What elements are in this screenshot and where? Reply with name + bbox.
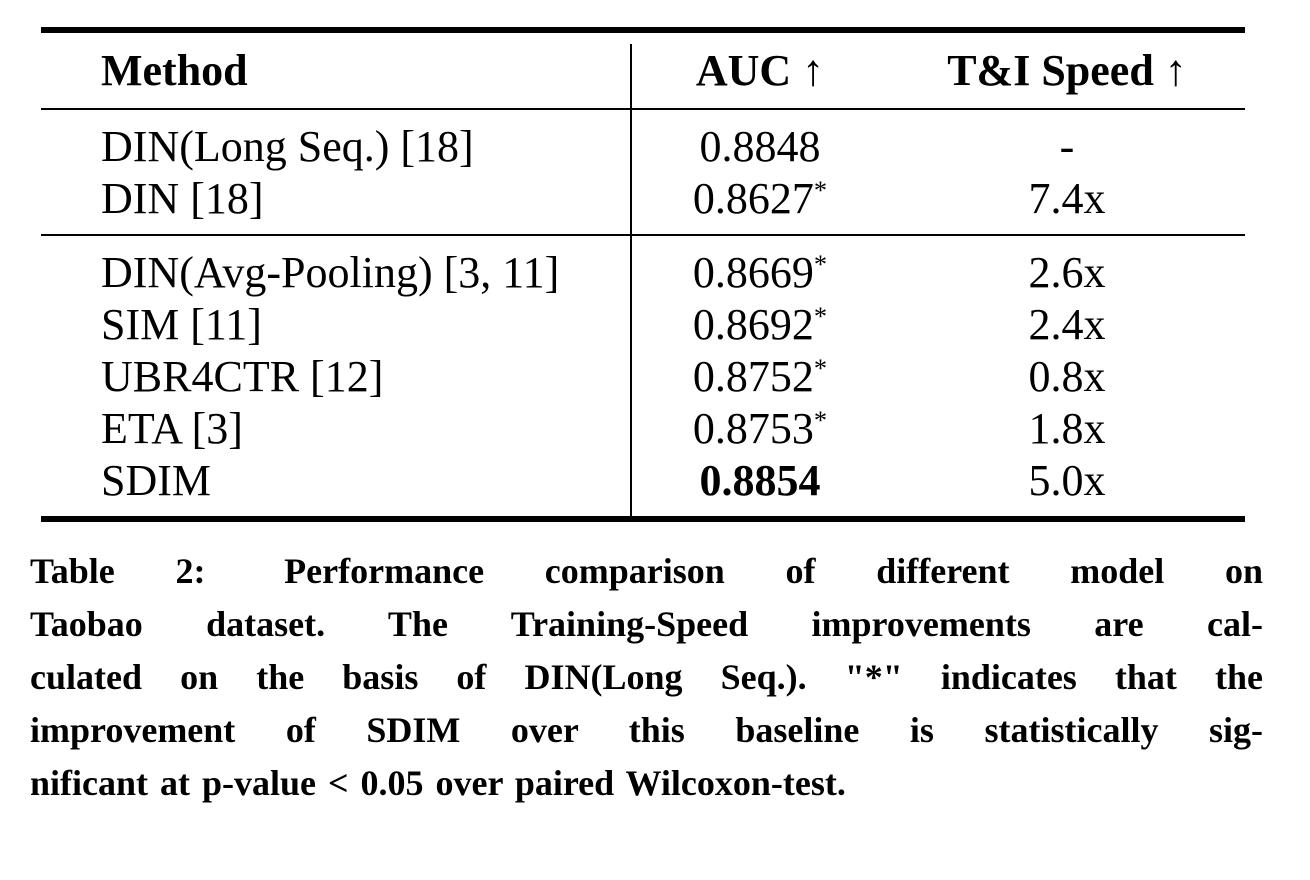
column-divider xyxy=(630,44,632,516)
significance-star: * xyxy=(813,300,828,331)
method-cell: SIM [11] xyxy=(101,299,262,349)
header-speed: T&I Speed ↑ xyxy=(947,46,1187,95)
auc-cell: 0.8848 xyxy=(631,121,889,172)
table-bottom-rule xyxy=(41,516,1245,522)
caption-line: Table 2: Performance comparison of diffe… xyxy=(30,551,1263,591)
table-row: SDIM 0.8854 5.0x xyxy=(41,454,1245,506)
table-row: DIN [18] 0.8627* 7.4x xyxy=(41,172,1245,224)
method-cell: DIN(Avg-Pooling) [3, 11] xyxy=(101,247,560,297)
auc-value: 0.8752 xyxy=(692,351,814,401)
table-row: DIN(Avg-Pooling) [3, 11] 0.8669* 2.6x xyxy=(41,246,1245,298)
speed-cell: - xyxy=(1059,121,1075,171)
method-cell: DIN(Long Seq.) [18] xyxy=(101,121,474,171)
method-cell: SDIM xyxy=(101,455,212,505)
speed-cell: 7.4x xyxy=(1028,173,1106,223)
auc-cell: 0.8692* xyxy=(631,299,889,350)
auc-value: 0.8848 xyxy=(699,121,821,171)
results-table: Method AUC ↑ T&I Speed ↑ DIN(Long Seq.) … xyxy=(41,27,1245,522)
table-row: SIM [11] 0.8692* 2.4x xyxy=(41,298,1245,350)
auc-cell: 0.8627* xyxy=(631,173,889,224)
speed-cell: 2.6x xyxy=(1028,247,1106,297)
significance-star: * xyxy=(813,352,828,383)
table-row: DIN(Long Seq.) [18] 0.8848 - xyxy=(41,120,1245,172)
speed-cell: 5.0x xyxy=(1028,455,1106,505)
auc-value: 0.8753 xyxy=(692,403,814,453)
table-row: UBR4CTR [12] 0.8752* 0.8x xyxy=(41,350,1245,402)
table-top-rule xyxy=(41,27,1245,33)
comparison-group: DIN(Avg-Pooling) [3, 11] 0.8669* 2.6x SI… xyxy=(41,236,1245,516)
caption-line: nificant at p-value < 0.05 over paired W… xyxy=(30,763,846,803)
auc-cell: 0.8752* xyxy=(631,351,889,402)
speed-cell: 2.4x xyxy=(1028,299,1106,349)
mid-rule xyxy=(41,234,1245,236)
auc-value: 0.8669 xyxy=(692,247,814,297)
auc-cell: 0.8854 xyxy=(631,455,889,506)
caption-line: culated on the basis of DIN(Long Seq.). … xyxy=(30,657,1263,697)
baseline-group: DIN(Long Seq.) [18] 0.8848 - DIN [18] 0.… xyxy=(41,110,1245,234)
significance-star: * xyxy=(813,174,828,205)
table-header-row: Method AUC ↑ T&I Speed ↑ xyxy=(41,33,1245,108)
table-caption: Table 2: Performance comparison of diffe… xyxy=(30,545,1263,810)
auc-value-best: 0.8854 xyxy=(699,455,821,505)
auc-value: 0.8627 xyxy=(692,173,814,223)
header-bottom-rule xyxy=(41,108,1245,110)
speed-cell: 0.8x xyxy=(1028,351,1106,401)
table-row: ETA [3] 0.8753* 1.8x xyxy=(41,402,1245,454)
speed-cell: 1.8x xyxy=(1028,403,1106,453)
auc-cell: 0.8669* xyxy=(631,247,889,298)
significance-star: * xyxy=(813,404,828,435)
caption-line: Taobao dataset. The Training-Speed impro… xyxy=(30,604,1263,644)
significance-star: * xyxy=(813,248,828,279)
header-auc: AUC ↑ xyxy=(695,46,825,95)
caption-line: improvement of SDIM over this baseline i… xyxy=(30,710,1263,750)
method-cell: UBR4CTR [12] xyxy=(101,351,384,401)
method-cell: ETA [3] xyxy=(101,403,243,453)
auc-cell: 0.8753* xyxy=(631,403,889,454)
method-cell: DIN [18] xyxy=(101,173,264,223)
header-method: Method xyxy=(101,46,248,95)
auc-value: 0.8692 xyxy=(692,299,814,349)
